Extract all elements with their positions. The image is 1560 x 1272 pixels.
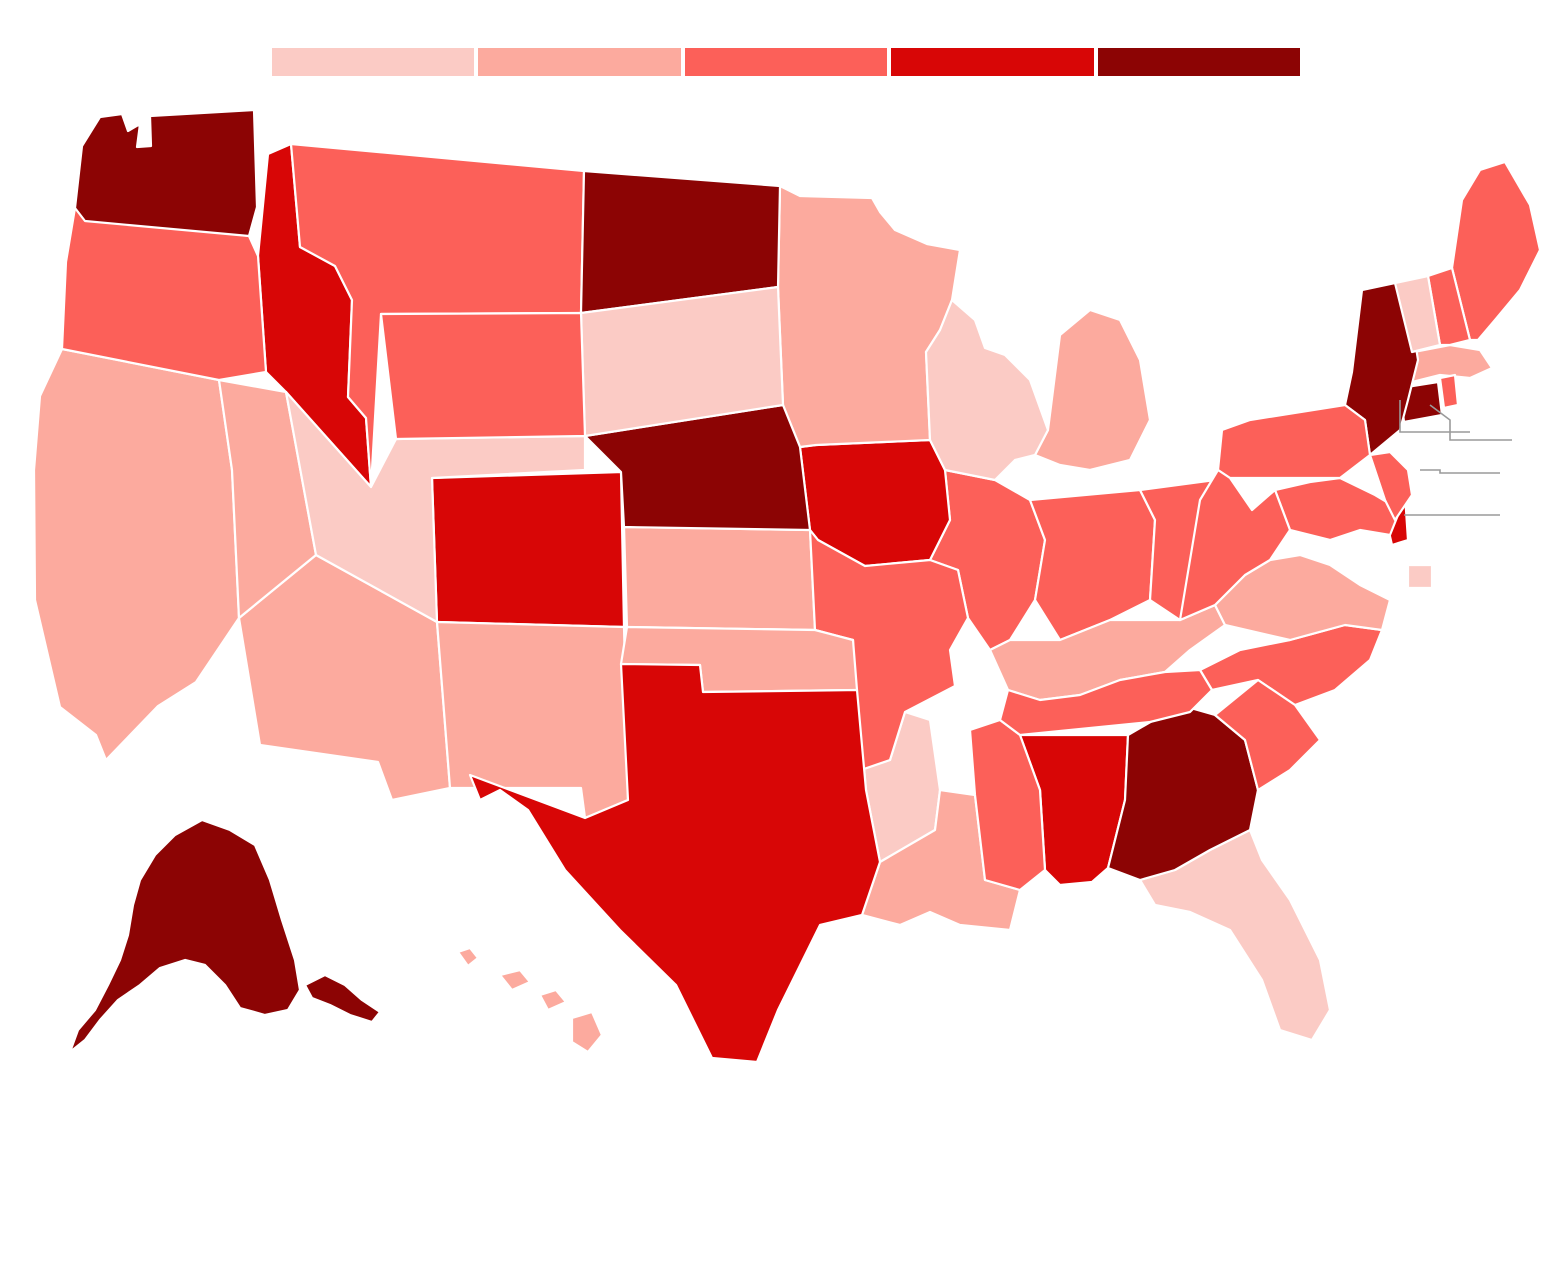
state-ca[interactable]: California — [32, 347, 241, 762]
state-wa[interactable]: Washington — [73, 108, 259, 238]
state-wi[interactable]: Wisconsin — [924, 298, 1050, 482]
state-mi[interactable]: Michigan — [1033, 308, 1152, 472]
callout-leader-lines — [1399, 400, 1512, 516]
state-wv[interactable]: West Virginia — [1178, 468, 1292, 622]
state-tx[interactable]: Texas — [468, 662, 882, 1064]
state-nv[interactable]: Nevada — [217, 378, 318, 620]
state-me[interactable]: Maine — [1450, 160, 1542, 342]
legend-swatch-3[interactable] — [684, 48, 888, 76]
state-ks[interactable]: Kansas — [622, 525, 817, 632]
state-md[interactable]: Maryland — [1273, 476, 1402, 542]
state-nj[interactable]: New Jersey — [1368, 450, 1414, 522]
state-nm[interactable]: New Mexico — [435, 620, 630, 820]
state-ri[interactable]: Rhode Island — [1438, 373, 1460, 410]
state-in[interactable]: Indiana — [1028, 488, 1157, 642]
state-vt[interactable]: Vermont — [1393, 274, 1442, 354]
leader-line-ri — [1429, 404, 1512, 441]
state-hi[interactable]: Hawaii — [456, 946, 604, 1054]
state-dc[interactable]: District of Columbia — [1406, 563, 1434, 590]
legend — [0, 0, 1560, 100]
state-sc[interactable]: South Carolina — [1213, 678, 1322, 792]
state-pa[interactable]: Pennsylvania — [1216, 403, 1372, 480]
state-tn[interactable]: Tennessee — [998, 668, 1214, 737]
leader-line-ct — [1399, 400, 1470, 433]
legend-color-bar — [272, 48, 1301, 76]
legend-swatch-5[interactable] — [1097, 48, 1301, 76]
state-la[interactable]: Louisiana — [860, 788, 1022, 932]
states-layer: AlabamaAlaskaArizonaArkansasCaliforniaCo… — [32, 108, 1542, 1064]
state-wy[interactable]: Wyoming — [379, 311, 587, 441]
leader-line-nj — [1420, 469, 1500, 474]
legend-swatch-4[interactable] — [891, 48, 1094, 76]
state-or[interactable]: Oregon — [60, 206, 268, 382]
state-ga[interactable]: Georgia — [1106, 703, 1260, 882]
legend-swatch-2[interactable] — [478, 48, 681, 76]
legend-swatch-1[interactable] — [272, 48, 475, 76]
state-ak[interactable]: Alaska — [68, 818, 382, 1054]
state-ms[interactable]: Mississippi — [968, 718, 1047, 892]
state-co[interactable]: Colorado — [430, 470, 626, 629]
